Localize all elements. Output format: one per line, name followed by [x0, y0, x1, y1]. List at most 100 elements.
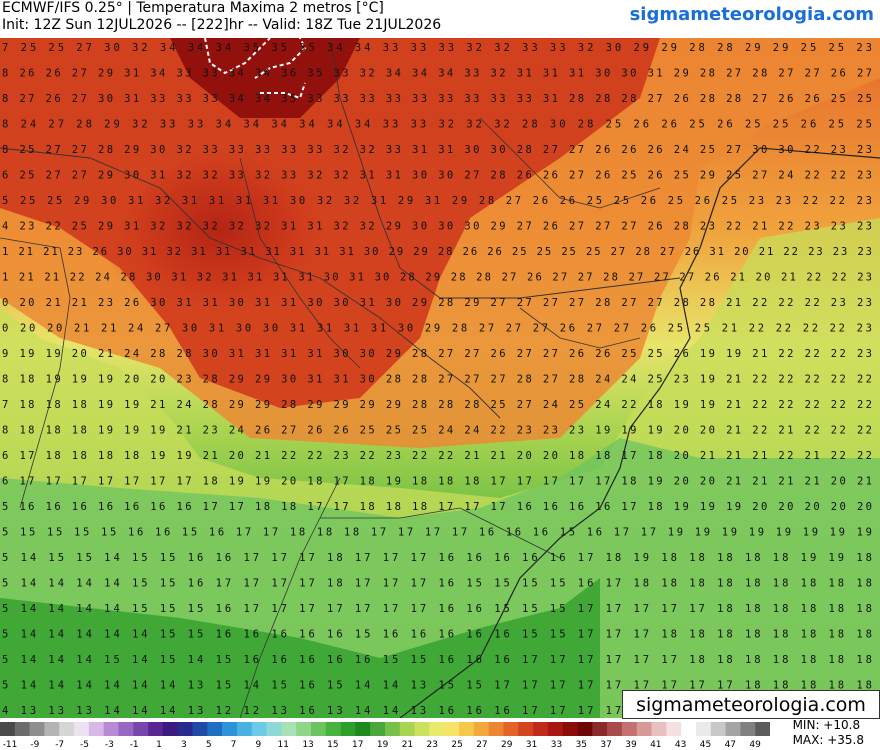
colorbar-tick-label: 37 [600, 740, 611, 750]
watermark-text: sigmameteorologia.com [636, 693, 866, 716]
colorbar-tick-label: 47 [725, 740, 736, 750]
colorbar-blocks [0, 722, 770, 736]
coastline [399, 147, 880, 718]
colorbar-swatch [281, 722, 297, 736]
colorbar-swatch [577, 722, 593, 736]
colorbar-swatch [429, 722, 445, 736]
border-line-1 [0, 147, 501, 419]
run-info: Init: 12Z Sun 12JUL2026 -- [222]hr -- Va… [2, 17, 442, 33]
colorbar-tick-label: 1 [156, 740, 162, 750]
temperature-map: 7 25 25 27 30 32 34 34 34 35 35 35 34 34… [0, 38, 880, 718]
colorbar-tick-label: 5 [206, 740, 212, 750]
colorbar-tick-label: -5 [80, 740, 89, 750]
colorbar-tick-label: -1 [130, 740, 139, 750]
colorbar-tick-label: 35 [576, 740, 587, 750]
border-line-7 [479, 117, 661, 209]
colorbar-tick-label: -3 [105, 740, 114, 750]
colorbar-swatch [621, 722, 638, 736]
colorbar-tick-label: 21 [402, 740, 413, 750]
colorbar-tick-label: 43 [675, 740, 686, 750]
grid-row-9: 1 21 21 22 24 28 30 31 32 31 31 31 31 30… [2, 272, 872, 284]
colorbar-swatch [503, 722, 519, 736]
colorbar-swatch [103, 722, 119, 736]
map-title: ECMWF/IFS 0.25° | Temperatura Maxima 2 m… [2, 0, 384, 16]
colorbar-tick-label: 11 [278, 740, 289, 750]
colorbar-swatch [607, 722, 623, 736]
colorbar-swatch [148, 722, 164, 736]
colorbar-swatch [651, 722, 667, 736]
colorbar-swatch [133, 722, 149, 736]
colorbar-swatch [488, 722, 504, 736]
colorbar-swatch [118, 722, 134, 736]
grid-row-8: 1 21 21 23 26 30 31 32 31 31 31 31 31 31… [2, 246, 872, 258]
colorbar-swatch [192, 722, 208, 736]
colorbar-tick-label: 49 [749, 740, 761, 750]
colorbar-swatch [562, 722, 578, 736]
colorbar-tick-label: 25 [451, 740, 462, 750]
colorbar-swatch [473, 722, 489, 736]
colorbar-tick-label: -11 [3, 740, 18, 750]
colorbar: -11 -9 -7 -5 -3 -1 1 3 5 7 9 11 13 15 17 19 21 23 25 27 29 31… [0, 722, 770, 750]
border-line-5 [320, 507, 561, 559]
colorbar-tick-label: 19 [377, 740, 389, 750]
colorbar-ticks: -11 -9 -7 -5 -3 -1 1 3 5 7 9 11 13 15 17 19 21 23 25 27 29 31… [3, 740, 762, 750]
colorbar-tick-label: 29 [501, 740, 513, 750]
border-line-3 [239, 157, 361, 369]
grid-row-6: 5 25 25 29 30 31 32 31 31 31 31 30 32 32… [2, 195, 872, 207]
colorbar-swatch [88, 722, 104, 736]
colorbar-swatch [636, 722, 652, 736]
colorbar-swatch [236, 722, 253, 736]
colorbar-swatch [251, 722, 267, 736]
colorbar-tick-label: 7 [231, 740, 237, 750]
colorbar-swatch [666, 722, 682, 736]
isotherm-dashed [204, 38, 307, 100]
colorbar-swatch [740, 722, 756, 736]
colorbar-swatch [44, 722, 60, 736]
site-link[interactable]: sigmameteorologia.com [629, 4, 874, 25]
colorbar-swatch [222, 722, 238, 736]
deep-green-zone [0, 578, 600, 718]
colorbar-swatch [725, 722, 741, 736]
grid-row-11: 0 20 20 21 21 24 27 30 31 30 30 31 31 31… [2, 323, 872, 335]
colorbar-tick-label: 41 [650, 740, 661, 750]
colorbar-swatch [74, 722, 90, 736]
colorbar-swatch [207, 722, 223, 736]
colorbar-swatch [385, 722, 401, 736]
colorbar-swatch [177, 722, 193, 736]
colorbar-swatch [695, 722, 712, 736]
colorbar-swatch [547, 722, 563, 736]
colorbar-tick-label: 17 [352, 740, 363, 750]
colorbar-tick-label: 33 [551, 740, 562, 750]
stat-min: MIN: +10.8 [792, 718, 861, 732]
colorbar-tick-label: -7 [55, 740, 64, 750]
colorbar-swatch [533, 722, 549, 736]
colorbar-swatch [710, 722, 726, 736]
colorbar-swatch [14, 722, 30, 736]
colorbar-tick-label: 31 [526, 740, 537, 750]
border-line-4 [239, 477, 341, 718]
grid-row-19: 5 15 15 15 15 16 16 15 16 17 17 18 18 18… [2, 527, 872, 539]
colorbar-tick-label: 13 [302, 740, 313, 750]
border-line-2 [329, 38, 681, 299]
colorbar-tick-label: 45 [700, 740, 711, 750]
border-line-6 [0, 237, 71, 509]
core-zone [170, 38, 360, 118]
colorbar-swatch [59, 722, 75, 736]
colorbar-swatch [296, 722, 312, 736]
colorbar-swatch [755, 722, 770, 736]
colorbar-tick-label: 23 [427, 740, 438, 750]
colorbar-tick-label: 15 [327, 740, 338, 750]
stat-max: MAX: +35.8 [792, 733, 864, 747]
colorbar-swatch [29, 722, 45, 736]
colorbar-swatch [325, 722, 341, 736]
colorbar-tick-label: 39 [625, 740, 637, 750]
colorbar-tick-label: -9 [30, 740, 39, 750]
colorbar-swatch [592, 722, 608, 736]
colorbar-tick-label: 27 [476, 740, 487, 750]
colorbar-swatch [370, 722, 386, 736]
colorbar-swatch [518, 722, 534, 736]
colorbar-swatch [266, 722, 282, 736]
colorbar-swatch [355, 722, 371, 736]
colorbar-swatch [444, 722, 460, 736]
